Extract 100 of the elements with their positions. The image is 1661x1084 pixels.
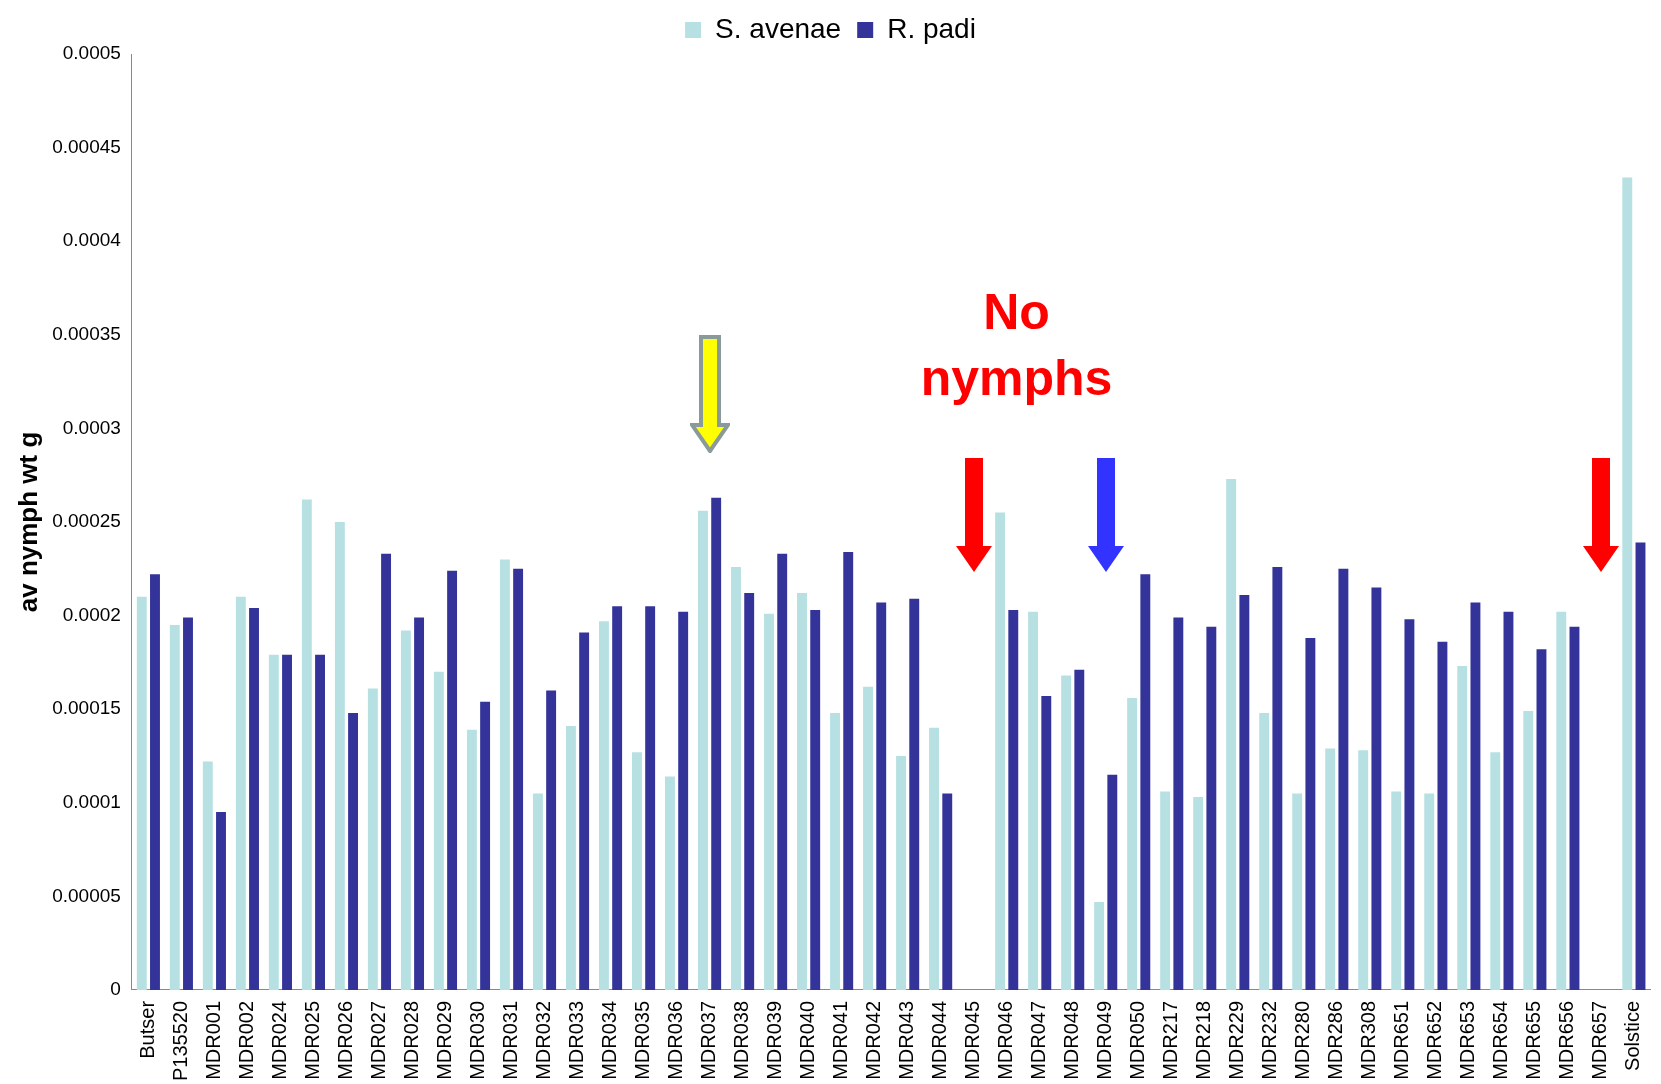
bar — [698, 510, 708, 990]
bar — [235, 596, 246, 990]
bar — [381, 553, 392, 990]
bar — [169, 624, 180, 990]
y-tick-label: 0.0004 — [62, 229, 122, 251]
legend-label: R. padi — [887, 12, 976, 44]
x-tick-label: MDR046 — [994, 1000, 1017, 1080]
bar — [1437, 641, 1448, 990]
bar — [777, 553, 788, 990]
bar — [1325, 748, 1336, 990]
y-tick-label: 0.00035 — [52, 323, 121, 345]
bar — [150, 574, 160, 990]
bar — [1206, 626, 1217, 990]
x-tick-label: MDR308 — [1357, 1000, 1380, 1080]
bar — [136, 596, 147, 990]
x-tick-label: MDR280 — [1291, 1000, 1314, 1080]
bar — [183, 617, 193, 990]
bar — [1074, 669, 1085, 990]
bar — [797, 593, 807, 990]
bar — [1490, 752, 1501, 990]
x-tick-label: MDR035 — [631, 1000, 654, 1080]
x-tick-label: MDR229 — [1225, 1000, 1248, 1080]
x-tick-label: MDR036 — [664, 1000, 687, 1080]
bar — [1523, 711, 1534, 990]
bar — [764, 613, 774, 990]
y-tick-label: 0 — [110, 978, 121, 1000]
bar — [1305, 638, 1316, 990]
bar — [909, 598, 920, 990]
bar — [744, 593, 755, 990]
bar — [268, 654, 279, 990]
bar — [579, 632, 590, 990]
bar — [711, 497, 722, 990]
bar — [1061, 675, 1072, 990]
bar — [1107, 774, 1118, 990]
bar — [1622, 177, 1633, 990]
bar — [499, 559, 510, 990]
bar — [678, 611, 689, 990]
x-tick-label: MDR040 — [796, 1000, 819, 1080]
x-tick-label: MDR657 — [1588, 1000, 1611, 1080]
bar — [995, 512, 1006, 990]
bar — [480, 701, 491, 990]
x-tick-label: MDR654 — [1489, 1000, 1512, 1080]
x-tick-label: MDR037 — [697, 1000, 720, 1080]
bar — [810, 609, 821, 990]
x-tick-label: MDR286 — [1324, 1000, 1347, 1080]
bar — [532, 793, 543, 990]
bar — [1259, 712, 1270, 990]
bar — [863, 686, 873, 990]
bar — [282, 654, 292, 990]
legend-label: S. avenae — [715, 12, 842, 44]
bar — [1127, 697, 1138, 990]
y-tick-label: 0.0005 — [62, 42, 121, 64]
bar — [400, 630, 411, 990]
x-tick-label: Butser — [135, 1000, 158, 1059]
x-tick-label: MDR045 — [961, 1000, 984, 1080]
x-tick-label: MDR044 — [928, 1000, 951, 1080]
bar — [1094, 901, 1105, 990]
bar — [942, 793, 953, 990]
bar — [876, 602, 887, 990]
x-tick-label: MDR653 — [1456, 1000, 1479, 1080]
x-tick-label: MDR218 — [1192, 1000, 1215, 1080]
bar — [645, 606, 656, 990]
bar — [1140, 574, 1151, 990]
bar — [929, 727, 940, 990]
bar — [1470, 602, 1481, 990]
y-tick-label: 0.0002 — [62, 603, 121, 625]
x-tick-label: MDR048 — [1060, 1000, 1083, 1080]
y-tick-label: 0.00015 — [52, 697, 121, 719]
bar — [1160, 791, 1171, 990]
bar — [1041, 696, 1052, 990]
bar — [367, 688, 378, 990]
y-tick-label: 0.00045 — [52, 135, 121, 157]
annotation: No nymphs — [919, 282, 1114, 408]
x-tick-label: MDR217 — [1159, 1000, 1182, 1080]
bar — [1358, 750, 1369, 990]
bar — [1556, 611, 1567, 990]
bar — [1338, 568, 1349, 990]
bar — [1457, 666, 1468, 990]
x-tick-label: MDR032 — [532, 1000, 555, 1080]
x-tick-label: MDR033 — [565, 1000, 588, 1080]
x-tick-label: MDR028 — [399, 1000, 422, 1080]
bar — [1028, 611, 1039, 990]
y-tick-label: 0.0003 — [62, 416, 121, 438]
y-axis-title: av nymph wt g — [12, 431, 43, 613]
bar — [513, 568, 524, 990]
bar — [315, 654, 325, 990]
bar — [1239, 594, 1250, 990]
x-tick-label: MDR001 — [201, 1000, 224, 1080]
bar — [1536, 649, 1547, 990]
x-tick-label: MDR232 — [1258, 1000, 1281, 1080]
bar — [414, 617, 425, 990]
x-tick-label: MDR031 — [499, 1000, 522, 1080]
bar — [1193, 797, 1204, 990]
bar — [612, 606, 623, 990]
bar — [546, 690, 557, 990]
bar — [433, 671, 444, 990]
x-tick-label: MDR038 — [730, 1000, 753, 1080]
bar — [1424, 793, 1435, 990]
bar — [665, 776, 675, 990]
x-tick-label: MDR655 — [1522, 1000, 1545, 1080]
